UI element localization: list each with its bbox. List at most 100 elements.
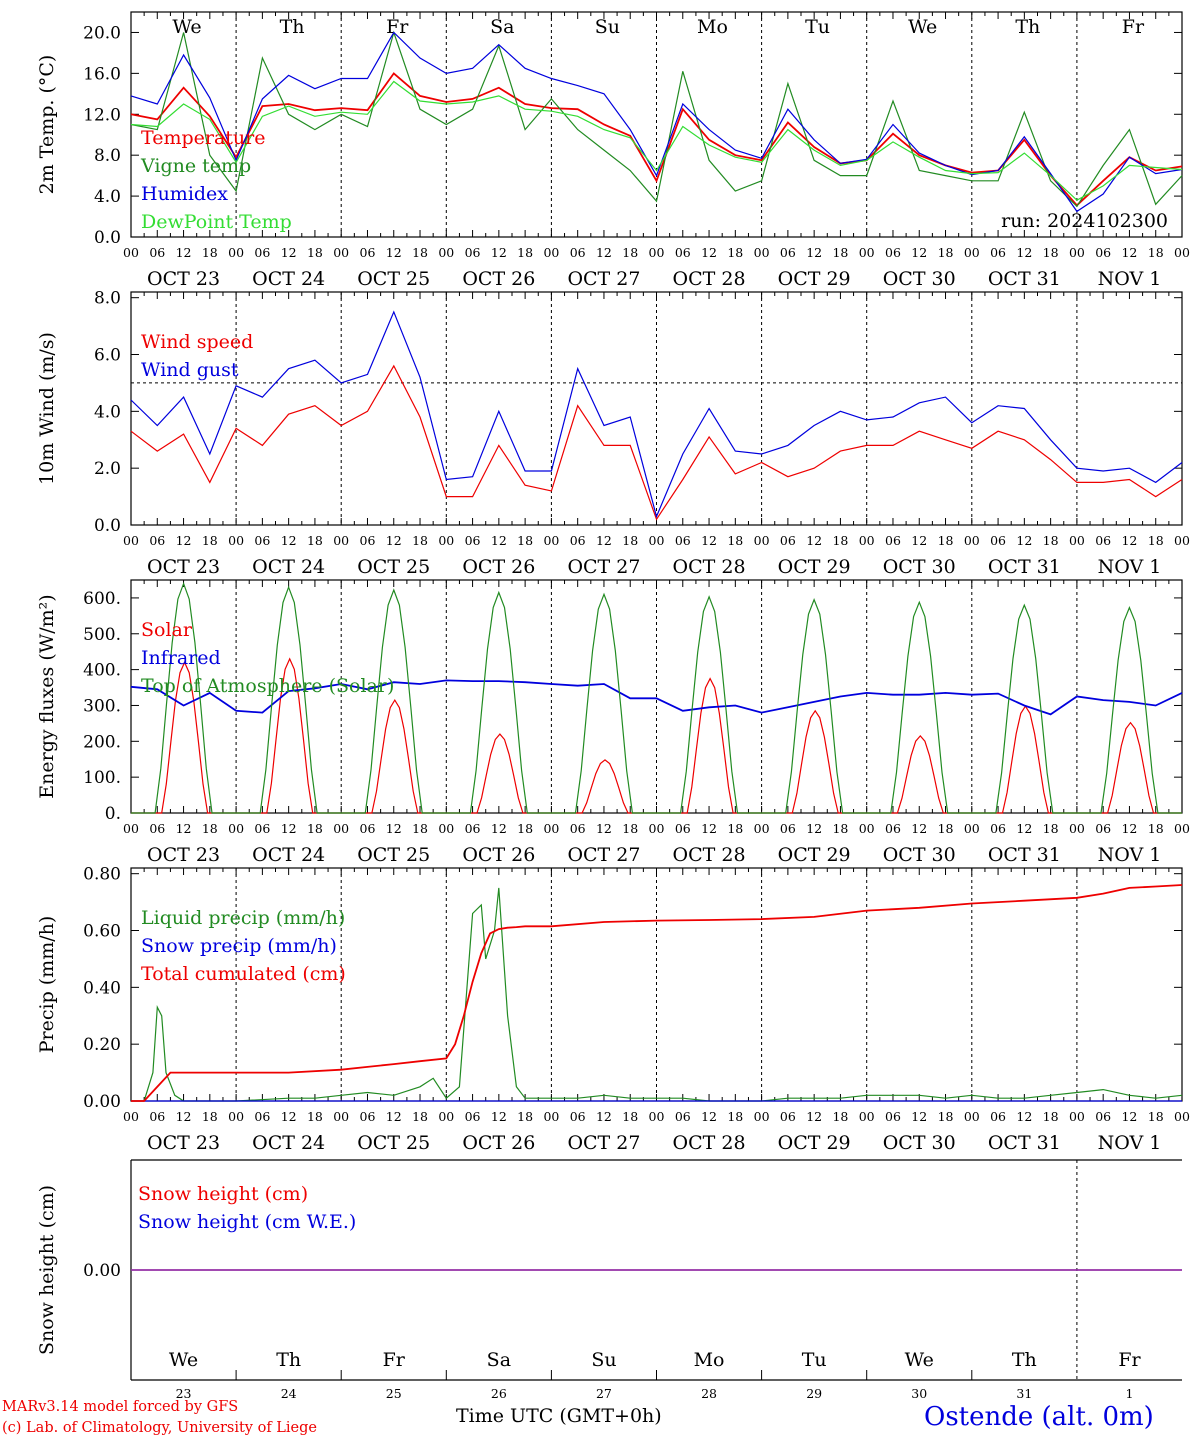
y-tick-label: 600. bbox=[83, 589, 121, 609]
hour-tick-label: 00 bbox=[543, 821, 559, 836]
legend-entry: Total cumulated (cm) bbox=[141, 963, 346, 985]
hour-tick-label: 00 bbox=[123, 245, 139, 260]
legend-entry: Temperature bbox=[141, 127, 265, 149]
weekday-label: Fr bbox=[1122, 16, 1145, 38]
hour-tick-label: 12 bbox=[176, 1109, 192, 1124]
hour-tick-label: 18 bbox=[622, 1109, 638, 1124]
date-label: OCT 31 bbox=[988, 556, 1061, 578]
hour-tick-label: 18 bbox=[1148, 1109, 1164, 1124]
hour-tick-label: 06 bbox=[465, 821, 481, 836]
hour-tick-label: 12 bbox=[281, 533, 297, 548]
station-label: Ostende (alt. 0m) bbox=[924, 1402, 1154, 1432]
hour-tick-label: 18 bbox=[517, 821, 533, 836]
hour-tick-label: 00 bbox=[649, 245, 665, 260]
hour-tick-label: 00 bbox=[333, 245, 349, 260]
hour-tick-label: 18 bbox=[832, 1109, 848, 1124]
hour-tick-label: 18 bbox=[727, 1109, 743, 1124]
hour-tick-label: 18 bbox=[517, 1109, 533, 1124]
panel-1 bbox=[130, 11, 1183, 238]
date-label: OCT 30 bbox=[883, 556, 956, 578]
weekday-label: Sa bbox=[490, 16, 514, 38]
day-number-label: 28 bbox=[701, 1386, 717, 1401]
hour-tick-label: 18 bbox=[412, 1109, 428, 1124]
hour-tick-label: 00 bbox=[228, 1109, 244, 1124]
date-label: OCT 30 bbox=[883, 844, 956, 866]
hour-tick-label: 12 bbox=[491, 1109, 507, 1124]
hour-tick-label: 18 bbox=[938, 245, 954, 260]
y-tick-label: 0.20 bbox=[83, 1035, 121, 1055]
legend-entry: Infrared bbox=[141, 647, 221, 669]
hour-tick-label: 06 bbox=[360, 533, 376, 548]
y-tick-label: 20.0 bbox=[83, 23, 121, 43]
hour-tick-label: 00 bbox=[1069, 1109, 1085, 1124]
hour-tick-label: 06 bbox=[675, 245, 691, 260]
hour-tick-label: 12 bbox=[386, 533, 402, 548]
hour-tick-label: 00 bbox=[859, 533, 875, 548]
series-temperature bbox=[130, 72, 1183, 207]
hour-tick-label: 00 bbox=[1174, 533, 1190, 548]
weekday-label: Th bbox=[276, 1349, 301, 1371]
hour-tick-label: 18 bbox=[412, 533, 428, 548]
date-label: OCT 29 bbox=[778, 1132, 851, 1154]
y-tick-label: 0.00 bbox=[83, 1092, 121, 1112]
hour-tick-label: 00 bbox=[1069, 533, 1085, 548]
hour-tick-label: 12 bbox=[911, 533, 927, 548]
hour-tick-label: 18 bbox=[517, 533, 533, 548]
weekday-label: Mo bbox=[697, 16, 728, 38]
weekday-label: Fr bbox=[386, 16, 409, 38]
y-tick-label: 2.0 bbox=[94, 459, 121, 479]
date-label: OCT 29 bbox=[778, 556, 851, 578]
weekday-label: Fr bbox=[383, 1349, 406, 1371]
time-axis-label: Time UTC (GMT+0h) bbox=[456, 1405, 662, 1427]
weekday-label: Su bbox=[595, 16, 620, 38]
series-infrared bbox=[130, 679, 1183, 716]
hour-tick-label: 12 bbox=[701, 1109, 717, 1124]
hour-tick-label: 00 bbox=[123, 533, 139, 548]
hour-tick-label: 18 bbox=[938, 1109, 954, 1124]
hour-tick-label: 18 bbox=[412, 821, 428, 836]
hour-tick-label: 00 bbox=[543, 1109, 559, 1124]
y-tick-label: 6.0 bbox=[94, 346, 121, 366]
legend-entry: Top of Atmosphere (Solar) bbox=[141, 675, 394, 697]
hour-tick-label: 00 bbox=[123, 821, 139, 836]
legend-entry: DewPoint Temp bbox=[141, 211, 292, 233]
hour-tick-label: 00 bbox=[754, 245, 770, 260]
hour-tick-label: 00 bbox=[859, 245, 875, 260]
hour-tick-label: 18 bbox=[622, 821, 638, 836]
hour-tick-label: 12 bbox=[806, 1109, 822, 1124]
hour-tick-label: 12 bbox=[1016, 245, 1032, 260]
hour-tick-label: 00 bbox=[964, 1109, 980, 1124]
hour-tick-label: 00 bbox=[438, 533, 454, 548]
legend-entry: Snow height (cm) bbox=[138, 1183, 308, 1205]
series-wind-gust bbox=[130, 310, 1183, 519]
hour-tick-label: 06 bbox=[149, 1109, 165, 1124]
hour-tick-label: 00 bbox=[1174, 821, 1190, 836]
hour-tick-label: 12 bbox=[491, 821, 507, 836]
run-annotation: run: 2024102300 bbox=[1001, 210, 1168, 232]
hour-tick-label: 12 bbox=[386, 821, 402, 836]
hour-tick-label: 18 bbox=[307, 245, 323, 260]
date-label: OCT 25 bbox=[357, 556, 430, 578]
y-axis-label: Energy fluxes (W/m²) bbox=[36, 594, 58, 798]
hour-tick-label: 00 bbox=[438, 821, 454, 836]
hour-tick-label: 18 bbox=[622, 533, 638, 548]
hour-tick-label: 12 bbox=[1121, 821, 1137, 836]
date-label: OCT 23 bbox=[147, 268, 220, 290]
weekday-label: Th bbox=[1012, 1349, 1037, 1371]
date-label: OCT 28 bbox=[673, 268, 746, 290]
date-label: OCT 30 bbox=[883, 1132, 956, 1154]
hour-tick-label: 18 bbox=[832, 821, 848, 836]
hour-tick-label: 06 bbox=[1095, 821, 1111, 836]
series-wind-speed bbox=[130, 364, 1183, 521]
series-humidex bbox=[130, 31, 1183, 213]
date-label: NOV 1 bbox=[1098, 268, 1162, 290]
hour-tick-label: 18 bbox=[1043, 1109, 1059, 1124]
hour-tick-label: 06 bbox=[990, 821, 1006, 836]
weekday-label: Su bbox=[591, 1349, 616, 1371]
hour-tick-label: 00 bbox=[333, 533, 349, 548]
hour-tick-label: 06 bbox=[149, 533, 165, 548]
hour-tick-label: 06 bbox=[885, 821, 901, 836]
hour-tick-label: 12 bbox=[596, 533, 612, 548]
weekday-label: Tu bbox=[805, 16, 830, 38]
hour-tick-label: 00 bbox=[754, 533, 770, 548]
